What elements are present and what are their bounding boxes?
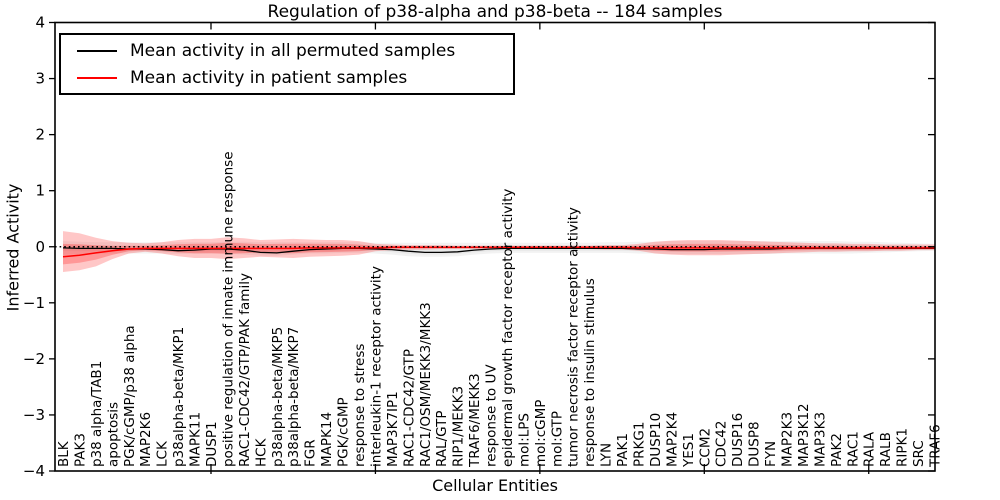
- x-category-label: MAP3K3: [812, 412, 828, 467]
- x-category-label: apoptosis: [105, 402, 121, 467]
- x-category-label: response to insulin stimulus: [582, 278, 598, 467]
- x-category-label: RAL/GTP: [434, 410, 450, 467]
- x-category-label: response to stress: [352, 344, 368, 467]
- x-category-label: MAPK14: [319, 412, 335, 467]
- x-category-label: CDC42: [714, 421, 730, 467]
- x-category-label: response to UV: [484, 364, 500, 467]
- y-tick-label: −1: [23, 294, 45, 312]
- x-category-label: RALB: [878, 432, 894, 467]
- x-category-label: RAC1-CDC42/GTP: [401, 349, 417, 467]
- x-category-label: SRC: [911, 440, 927, 467]
- x-category-label: LYN: [599, 443, 615, 467]
- patient-mean-line: [62, 246, 935, 258]
- x-category-label: LCK: [155, 440, 171, 467]
- x-category-label: BLK: [56, 440, 72, 467]
- y-tick-label: 4: [35, 14, 45, 32]
- confidence-band-outer: [63, 231, 935, 272]
- y-tick-label: 1: [35, 182, 45, 200]
- x-category-label: PAK1: [615, 433, 631, 467]
- x-category-label: MAP2K4: [664, 412, 680, 467]
- x-category-label: RIP1/MEKK3: [451, 386, 467, 467]
- x-category-label: epidermal growth factor receptor activit…: [500, 189, 516, 467]
- x-category-label: HCK: [253, 437, 269, 467]
- x-category-label: positive regulation of innate immune res…: [220, 151, 236, 467]
- x-category-label: p38alpha-beta/MKP7: [286, 327, 302, 467]
- x-category-label: PAK3: [72, 433, 88, 467]
- x-category-label: RALA: [862, 431, 878, 467]
- x-category-label: PGK/cGMP: [336, 397, 352, 467]
- y-tick-label: 2: [35, 126, 45, 144]
- legend-label-permuted: Mean activity in all permuted samples: [130, 40, 456, 61]
- x-category-label: MAP3K7IP1: [385, 391, 401, 467]
- x-category-label: tumor necrosis factor receptor activity: [566, 207, 582, 467]
- x-category-label: interleukin-1 receptor activity: [368, 266, 384, 467]
- x-category-label: MAP3K12: [796, 403, 812, 467]
- x-category-label: DUSP10: [648, 413, 664, 467]
- x-category-label: p38 alpha/TAB1: [89, 361, 105, 467]
- x-category-label: TRAF6: [928, 424, 944, 468]
- x-category-label: MAPK11: [188, 412, 204, 467]
- x-category-label: mol:GTP: [549, 411, 565, 467]
- y-tick-label: −4: [23, 462, 45, 480]
- x-category-label: mol:cGMP: [533, 400, 549, 467]
- x-category-label: RIPK1: [895, 428, 911, 467]
- x-category-label: DUSP16: [730, 413, 746, 467]
- legend-label-patient: Mean activity in patient samples: [130, 67, 408, 88]
- y-tick-label: −2: [23, 350, 45, 368]
- x-category-label: RAC1: [845, 431, 861, 467]
- y-tick-label: −3: [23, 406, 45, 424]
- chart-title: Regulation of p38-alpha and p38-beta -- …: [267, 2, 723, 22]
- x-category-label: TRAF6/MEKK3: [467, 373, 483, 468]
- legend-line-permuted: [77, 49, 117, 52]
- x-category-label: RAC1/OSM/MEKK3/MKK3: [418, 302, 434, 467]
- x-category-label: PAK2: [829, 433, 845, 467]
- y-axis-label: Inferred Activity: [3, 183, 23, 312]
- x-category-label: CCM2: [697, 428, 713, 467]
- x-category-label: FGR: [303, 439, 319, 467]
- legend: Mean activity in all permuted samples Me…: [59, 33, 515, 95]
- legend-entry-permuted: Mean activity in all permuted samples: [61, 37, 513, 64]
- x-category-label: PGK/cGMP/p38 alpha: [122, 325, 138, 467]
- x-category-label: p38alpha-beta/MKP5: [270, 327, 286, 467]
- x-category-label: MAP2K3: [780, 412, 796, 467]
- y-tick-label: 3: [35, 70, 45, 88]
- x-category-label: YES1: [681, 433, 697, 468]
- x-category-label: RAC1-CDC42/GTP/PAK family: [237, 273, 253, 467]
- legend-entry-patient: Mean activity in patient samples: [61, 64, 513, 91]
- y-tick-label: 0: [35, 238, 45, 256]
- x-category-label: DUSP1: [204, 421, 220, 467]
- x-category-label: mol:LPS: [516, 413, 532, 467]
- x-category-label: PRKG1: [632, 422, 648, 467]
- x-axis-label: Cellular Entities: [432, 476, 558, 495]
- legend-line-patient: [77, 76, 117, 79]
- x-category-label: DUSP8: [747, 421, 763, 467]
- x-category-label: p38alpha-beta/MKP1: [171, 327, 187, 467]
- x-category-label: MAP2K6: [138, 412, 154, 467]
- x-category-label: FYN: [763, 441, 779, 467]
